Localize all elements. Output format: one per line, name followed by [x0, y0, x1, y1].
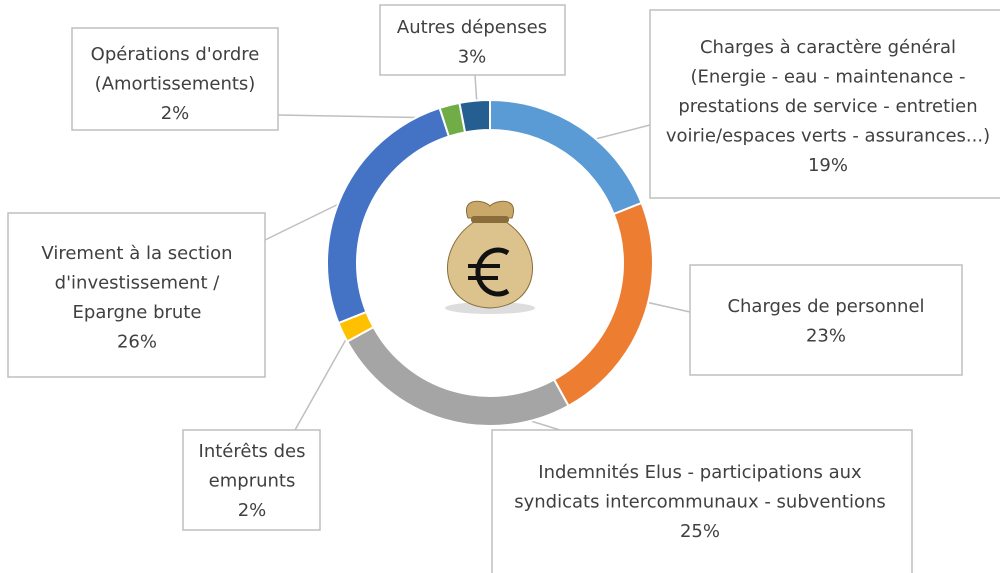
slice [552, 201, 654, 408]
label-box [649, 9, 1000, 199]
category-label: emprunts [209, 471, 296, 492]
value-label: 26% [117, 332, 157, 353]
category-label: Charges de personnel [727, 296, 924, 317]
value-label: 23% [806, 326, 846, 347]
value-label: 3% [458, 47, 487, 68]
category-label: Opérations d'ordre [91, 44, 260, 65]
label-box [71, 27, 279, 131]
category-label: prestations de service - entretien [678, 96, 977, 117]
slice [458, 98, 491, 134]
donut [326, 98, 654, 427]
value-label: 19% [808, 155, 848, 176]
slice [489, 98, 643, 216]
label-box [7, 212, 266, 378]
category-label: Autres dépenses [397, 17, 547, 38]
category-label: Epargne brute [73, 302, 202, 323]
category-label: Intérêts des [199, 441, 306, 462]
category-label: d'investissement / [55, 273, 221, 294]
slice [345, 325, 570, 427]
category-label: Virement à la section [41, 243, 232, 264]
label-box [491, 429, 913, 573]
money-bag-icon [445, 200, 535, 314]
labels: Charges à caractère général (Energie - ea… [7, 4, 1000, 573]
category-label: voirie/espaces verts - assurances...) [666, 126, 990, 147]
category-label: Indemnités Elus - participations aux [538, 462, 862, 483]
bag-tie [471, 216, 509, 223]
category-label: (Amortissements) [95, 74, 256, 95]
value-label: 2% [238, 500, 267, 521]
category-label: (Energie - eau - maintenance - [691, 67, 966, 88]
label-box [379, 4, 566, 76]
label-box [182, 429, 321, 531]
value-label: 25% [680, 521, 720, 542]
bag-top [465, 200, 515, 219]
category-label: Charges à caractère général [700, 37, 956, 58]
value-label: 2% [161, 103, 190, 124]
euro-bars [468, 264, 500, 280]
category-label: syndicats intercommunaux - subventions [514, 492, 886, 513]
euro-sign [475, 247, 510, 297]
label-box [689, 264, 963, 376]
slice [326, 106, 451, 325]
